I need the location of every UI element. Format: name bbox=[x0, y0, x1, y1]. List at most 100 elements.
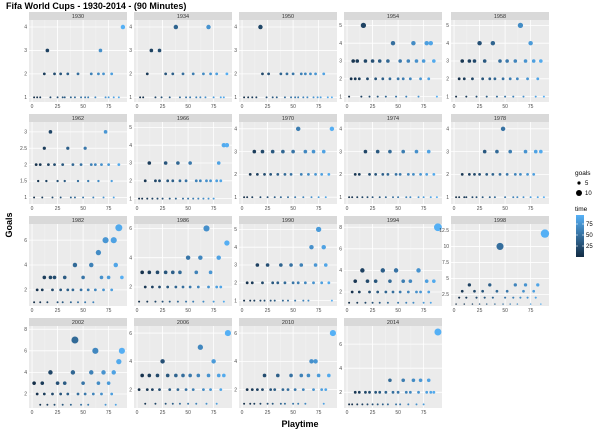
data-point bbox=[316, 373, 321, 378]
y-tick-label: 4 bbox=[129, 143, 132, 149]
data-point bbox=[419, 172, 422, 176]
data-point bbox=[429, 390, 433, 394]
y-tick-label: 5 bbox=[234, 227, 237, 233]
data-point bbox=[533, 149, 538, 154]
x-tick-label: 0 bbox=[241, 104, 244, 110]
data-point bbox=[393, 268, 399, 273]
data-point bbox=[483, 296, 486, 299]
data-point bbox=[91, 392, 95, 396]
data-point bbox=[156, 197, 159, 200]
y-tick-label: 4 bbox=[24, 370, 27, 376]
data-point bbox=[216, 255, 221, 260]
data-point bbox=[365, 279, 370, 283]
data-point bbox=[412, 172, 415, 176]
data-point bbox=[407, 403, 410, 406]
data-point bbox=[428, 40, 434, 46]
data-point bbox=[51, 288, 54, 292]
legend-colorbar-label: 75 bbox=[586, 222, 593, 228]
data-point bbox=[73, 96, 76, 99]
data-point bbox=[539, 59, 543, 63]
data-point bbox=[481, 77, 485, 81]
data-point bbox=[356, 403, 359, 406]
data-point bbox=[515, 77, 519, 81]
x-tick-label: 50 bbox=[185, 206, 191, 212]
data-point bbox=[512, 196, 515, 199]
data-point bbox=[76, 392, 80, 396]
data-point bbox=[48, 275, 53, 280]
y-tick-label: 4 bbox=[129, 359, 132, 365]
facet-strip bbox=[29, 318, 127, 326]
data-point bbox=[408, 77, 412, 81]
y-tick-label: 3 bbox=[339, 149, 342, 155]
data-point bbox=[46, 403, 49, 406]
data-point bbox=[219, 96, 222, 99]
data-point bbox=[384, 290, 388, 294]
data-point bbox=[176, 161, 180, 165]
y-tick-label: 6 bbox=[24, 238, 27, 244]
data-point bbox=[285, 72, 289, 76]
data-point bbox=[349, 77, 353, 81]
data-point bbox=[138, 300, 141, 303]
data-point bbox=[87, 179, 90, 183]
x-tick-label: 25 bbox=[477, 104, 483, 110]
data-point bbox=[296, 281, 300, 285]
data-point bbox=[160, 359, 165, 364]
data-point bbox=[168, 96, 171, 99]
facet-strip-label: 1950 bbox=[282, 14, 294, 20]
data-point bbox=[523, 59, 528, 63]
data-point bbox=[523, 283, 528, 287]
x-tick-label: 75 bbox=[106, 410, 112, 416]
data-point bbox=[249, 299, 252, 302]
data-point bbox=[181, 72, 185, 76]
data-point bbox=[144, 402, 147, 405]
data-point bbox=[368, 290, 371, 294]
x-tick-label: 50 bbox=[290, 308, 296, 314]
data-point bbox=[269, 299, 272, 302]
data-point bbox=[401, 149, 406, 154]
data-point bbox=[465, 95, 468, 98]
data-point bbox=[465, 296, 468, 299]
data-point bbox=[202, 197, 205, 200]
data-point bbox=[529, 196, 532, 199]
data-point bbox=[493, 196, 496, 199]
data-point bbox=[139, 96, 142, 99]
data-point bbox=[504, 95, 507, 98]
data-point bbox=[357, 290, 361, 294]
data-point bbox=[386, 403, 389, 406]
data-point bbox=[381, 77, 385, 81]
data-point bbox=[388, 149, 392, 154]
data-point bbox=[353, 172, 357, 176]
data-point bbox=[297, 402, 300, 405]
data-point bbox=[526, 77, 529, 81]
data-point bbox=[176, 388, 180, 392]
data-point bbox=[364, 301, 367, 304]
y-tick-label: 8 bbox=[24, 327, 27, 333]
data-point bbox=[435, 196, 438, 199]
data-point bbox=[89, 370, 94, 375]
data-point bbox=[289, 172, 293, 176]
x-tick-label: 0 bbox=[31, 104, 34, 110]
data-point bbox=[184, 388, 188, 392]
data-point bbox=[33, 96, 36, 99]
data-point bbox=[247, 96, 250, 99]
data-point bbox=[89, 262, 94, 268]
data-point bbox=[356, 301, 359, 304]
data-point bbox=[106, 381, 111, 385]
data-point bbox=[505, 289, 509, 293]
x-tick-label: 0 bbox=[346, 308, 349, 314]
panel-background bbox=[239, 20, 337, 102]
data-point bbox=[205, 402, 208, 405]
data-point bbox=[84, 301, 87, 304]
data-point bbox=[398, 172, 402, 176]
data-point bbox=[531, 59, 536, 63]
data-point bbox=[378, 196, 381, 199]
data-point bbox=[181, 373, 185, 378]
y-tick-label: 1 bbox=[339, 94, 342, 100]
data-point bbox=[96, 381, 101, 385]
x-tick-label: 25 bbox=[265, 308, 271, 314]
data-point bbox=[363, 149, 368, 154]
panel-background bbox=[29, 122, 127, 204]
data-point bbox=[42, 146, 46, 150]
data-point bbox=[212, 300, 215, 303]
data-point bbox=[381, 172, 385, 176]
